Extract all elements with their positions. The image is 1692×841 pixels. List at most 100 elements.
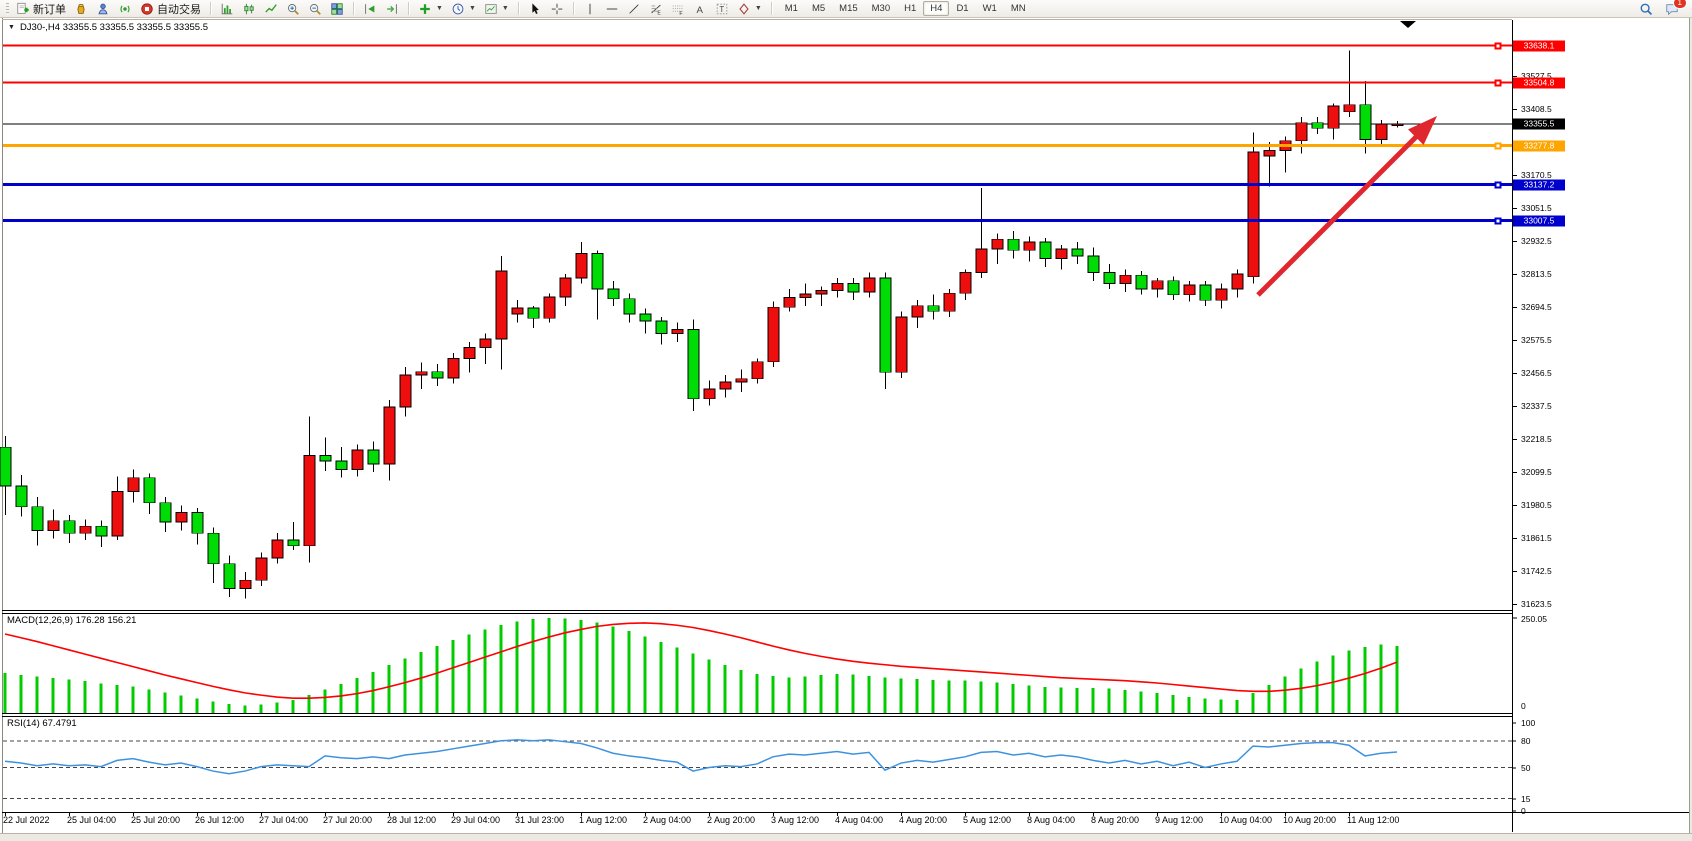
zoom-out-icon <box>308 2 322 16</box>
market-watch-icon <box>74 2 88 16</box>
chart-area[interactable] <box>0 18 1692 841</box>
profiles-button[interactable] <box>93 1 113 17</box>
timeframe-m30[interactable]: M30 <box>871 3 891 14</box>
timeframe-m5[interactable]: M5 <box>811 3 826 14</box>
auto-trading-label: 自动交易 <box>157 3 201 16</box>
new-order-button[interactable]: 新订单 <box>13 1 69 17</box>
pane-divider[interactable] <box>2 716 1512 717</box>
messages-badge: 1 <box>1672 0 1687 9</box>
timeframe-m15[interactable]: M15 <box>839 3 858 14</box>
time-label: 26 Jul 12:00 <box>195 815 245 825</box>
auto-trading-button[interactable]: 自动交易 <box>137 1 204 17</box>
time-label: 3 Aug 12:00 <box>771 815 820 825</box>
time-label: 1 Aug 12:00 <box>579 815 628 825</box>
pane-divider[interactable] <box>2 613 1512 614</box>
channels-tool-button[interactable] <box>668 1 688 17</box>
bar-chart-icon <box>220 2 234 16</box>
line-chart-button[interactable] <box>261 1 281 17</box>
time-label: 29 Jul 04:00 <box>451 815 501 825</box>
shapes-icon <box>737 2 751 16</box>
line-handle[interactable] <box>1494 181 1502 189</box>
separator <box>408 2 409 15</box>
auto-scroll-button[interactable] <box>360 1 380 17</box>
indicators-button[interactable]: ▼ <box>415 1 446 17</box>
alerts-button[interactable] <box>115 1 135 17</box>
candle-chart-button[interactable] <box>239 1 259 17</box>
time-label: 22 Jul 2022 <box>3 815 50 825</box>
channels-icon <box>671 2 685 16</box>
search-button[interactable] <box>1636 1 1656 17</box>
line-handle[interactable] <box>1494 79 1502 87</box>
price-axis-border <box>1512 20 1513 832</box>
messages-button[interactable]: 1 <box>1662 0 1687 17</box>
chart-shift-button[interactable] <box>382 1 402 17</box>
crosshair-tool-button[interactable] <box>547 1 567 17</box>
crosshair-icon <box>550 2 564 16</box>
line-handle[interactable] <box>1494 42 1502 50</box>
zoom-out-button[interactable] <box>305 1 325 17</box>
line-chart-icon <box>264 2 278 16</box>
trendline-icon <box>627 2 641 16</box>
price-tick-label: 32099.5 <box>1521 467 1552 478</box>
shapes-tool-button[interactable]: ▼ <box>734 1 765 17</box>
timeframe-w1[interactable]: W1 <box>982 3 997 14</box>
timeframe-m1[interactable]: M1 <box>784 3 798 14</box>
price-tick-label: 31742.5 <box>1521 566 1552 577</box>
indicators-icon <box>418 2 432 16</box>
macd-label: MACD(12,26,9) 176.28 156.21 <box>7 615 137 626</box>
vertical-line-tool-button[interactable] <box>580 1 600 17</box>
label-icon <box>715 2 729 16</box>
line-handle[interactable] <box>1494 142 1502 150</box>
separator <box>210 2 211 15</box>
pane-divider[interactable] <box>2 713 1512 714</box>
timeframe-d1[interactable]: D1 <box>956 3 969 14</box>
profiles-icon <box>96 2 110 16</box>
zoom-in-button[interactable] <box>283 1 303 17</box>
timeframe-h1[interactable]: H1 <box>904 3 917 14</box>
new-order-label: 新订单 <box>33 3 66 16</box>
pane-divider[interactable] <box>2 610 1512 611</box>
price-tick-label: 32694.5 <box>1521 302 1552 313</box>
window-bottom-edge <box>0 833 1692 841</box>
chevron-down-icon: ▼ <box>436 5 443 12</box>
fibonacci-tool-button[interactable] <box>646 1 666 17</box>
price-tick-label: 32932.5 <box>1521 236 1552 247</box>
macd-axis-max: 250.05 <box>1521 614 1547 624</box>
time-label: 8 Aug 04:00 <box>1027 815 1076 825</box>
tile-windows-button[interactable] <box>327 1 347 17</box>
time-label: 25 Jul 04:00 <box>67 815 117 825</box>
trendline-tool-button[interactable] <box>624 1 644 17</box>
time-label: 31 Jul 23:00 <box>515 815 565 825</box>
price-tick-label: 31980.5 <box>1521 500 1552 511</box>
chart-shift-icon <box>385 2 399 16</box>
horizontal-line-tool-button[interactable] <box>602 1 622 17</box>
time-label: 27 Jul 04:00 <box>259 815 309 825</box>
time-label: 9 Aug 12:00 <box>1155 815 1204 825</box>
text-tool-button[interactable] <box>690 1 710 17</box>
price-tick-label: 31623.5 <box>1521 599 1552 610</box>
timeframe-h4[interactable]: H4 <box>923 1 950 16</box>
market-watch-button[interactable] <box>71 1 91 17</box>
collapse-icon[interactable]: ▼ <box>8 24 15 31</box>
price-tick-label: 32456.5 <box>1521 368 1552 379</box>
price-tick-label: 33408.5 <box>1521 104 1552 115</box>
line-handle[interactable] <box>1494 217 1502 224</box>
time-label: 8 Aug 20:00 <box>1091 815 1140 825</box>
chart-title: ▼ DJ30-,H4 33355.5 33355.5 33355.5 33355… <box>8 22 208 33</box>
timeframe-mn[interactable]: MN <box>1010 3 1026 14</box>
alerts-icon <box>118 2 132 16</box>
rsi-axis-label: 0 <box>1521 806 1526 816</box>
periods-button[interactable]: ▼ <box>448 1 479 17</box>
cursor-tool-button[interactable] <box>525 1 545 17</box>
time-label: 25 Jul 20:00 <box>131 815 181 825</box>
time-label: 10 Aug 20:00 <box>1283 815 1337 825</box>
price-level-badge: 33277.8 <box>1513 140 1565 152</box>
templates-button[interactable]: ▼ <box>481 1 512 17</box>
toolbar-grip[interactable] <box>6 2 9 15</box>
bar-chart-button[interactable] <box>217 1 237 17</box>
tile-windows-icon <box>330 2 344 16</box>
label-tool-button[interactable] <box>712 1 732 17</box>
separator <box>572 2 574 15</box>
rsi-axis-label: 100 <box>1521 718 1536 728</box>
